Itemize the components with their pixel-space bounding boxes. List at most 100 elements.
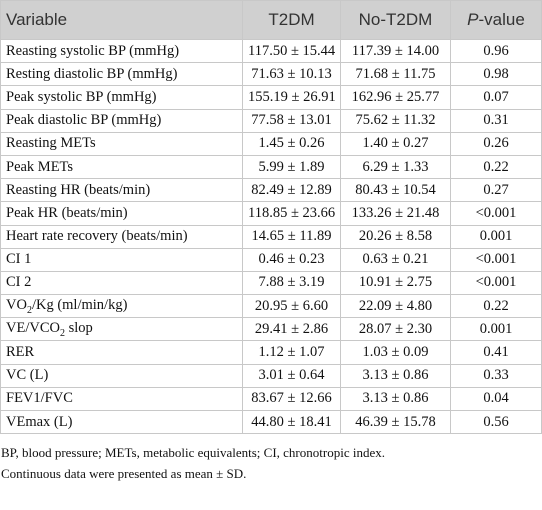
value-cell: 0.56 bbox=[450, 409, 542, 435]
value-cell: 0.63 ± 0.21 bbox=[340, 247, 451, 272]
footnote: Continuous data were presented as mean ±… bbox=[1, 466, 247, 481]
variable-cell: CI 2 bbox=[0, 270, 243, 296]
variable-cell: VE/VCO2 slop bbox=[0, 317, 243, 342]
text-part: /Kg (ml/min/kg) bbox=[31, 296, 128, 313]
value-cell: 133.26 ± 21.48 bbox=[340, 201, 451, 226]
variable-cell: Resting diastolic BP (mmHg) bbox=[0, 62, 243, 87]
value-cell: 0.22 bbox=[450, 294, 542, 319]
value-cell: 1.12 ± 1.07 bbox=[242, 340, 341, 365]
header-italic: P bbox=[467, 10, 479, 29]
value-cell: 20.95 ± 6.60 bbox=[242, 294, 341, 319]
value-cell: 1.45 ± 0.26 bbox=[242, 131, 341, 156]
value-cell: 3.13 ± 0.86 bbox=[340, 363, 451, 388]
variable-cell: VEmax (L) bbox=[0, 409, 243, 435]
header-cell: No-T2DM bbox=[340, 0, 451, 40]
value-cell: 44.80 ± 18.41 bbox=[242, 409, 341, 435]
text-part: VE/VCO bbox=[6, 319, 60, 336]
value-cell: <0.001 bbox=[450, 201, 542, 226]
header-text: -value bbox=[478, 10, 525, 29]
header-row: Variable T2DM No-T2DM P-value bbox=[0, 0, 542, 40]
header-cell: P-value bbox=[450, 0, 542, 40]
value-cell: <0.001 bbox=[450, 247, 542, 272]
value-cell: 0.001 bbox=[450, 317, 542, 342]
value-cell: 46.39 ± 15.78 bbox=[340, 409, 451, 435]
variable-cell: FEV1/FVC bbox=[0, 386, 243, 412]
variable-cell: Heart rate recovery (beats/min) bbox=[0, 224, 243, 249]
value-cell: 0.31 bbox=[450, 108, 542, 133]
table-row: Heart rate recovery (beats/min) 14.65 ± 1… bbox=[0, 224, 542, 249]
value-cell: 28.07 ± 2.30 bbox=[340, 317, 451, 342]
table-row: Resting diastolic BP (mmHg) 71.63 ± 10.13… bbox=[0, 62, 542, 87]
value-cell: 0.96 bbox=[450, 38, 542, 64]
value-cell: 1.40 ± 0.27 bbox=[340, 131, 451, 156]
subscript: 2 bbox=[26, 304, 32, 316]
value-cell: 0.001 bbox=[450, 224, 542, 249]
value-cell: 0.98 bbox=[450, 62, 542, 87]
table-row: CI 2 7.88 ± 3.19 10.91 ± 2.75 <0.001 bbox=[0, 270, 542, 296]
value-cell: 29.41 ± 2.86 bbox=[242, 317, 341, 342]
value-cell: 0.33 bbox=[450, 363, 542, 388]
variable-cell: Peak HR (beats/min) bbox=[0, 201, 243, 226]
value-cell: <0.001 bbox=[450, 270, 542, 296]
table-row: Reasting systolic BP (mmHg) 117.50 ± 15.4… bbox=[0, 38, 542, 64]
table-row: Peak METs 5.99 ± 1.89 6.29 ± 1.33 0.22 bbox=[0, 154, 542, 180]
variable-cell: Reasting HR (beats/min) bbox=[0, 178, 243, 203]
table-row: Peak diastolic BP (mmHg) 77.58 ± 13.01 75.… bbox=[0, 108, 542, 133]
table-body: Reasting systolic BP (mmHg) 117.50 ± 15.4… bbox=[0, 38, 542, 435]
value-cell: 82.49 ± 12.89 bbox=[242, 178, 341, 203]
variable-cell: Reasting systolic BP (mmHg) bbox=[0, 38, 243, 64]
table-row: VC (L) 3.01 ± 0.64 3.13 ± 0.86 0.33 bbox=[0, 363, 542, 388]
table-row: Peak HR (beats/min) 118.85 ± 23.66 133.26 … bbox=[0, 201, 542, 226]
value-cell: 117.50 ± 15.44 bbox=[242, 38, 341, 64]
value-cell: 0.07 bbox=[450, 85, 542, 110]
variable-cell: CI 1 bbox=[0, 247, 243, 272]
value-cell: 20.26 ± 8.58 bbox=[340, 224, 451, 249]
header-cell: T2DM bbox=[242, 0, 341, 40]
value-cell: 0.27 bbox=[450, 178, 542, 203]
variable-cell: Peak diastolic BP (mmHg) bbox=[0, 108, 243, 133]
table-row: VO2/Kg (ml/min/kg) 20.95 ± 6.60 22.09 ± 4.… bbox=[0, 294, 542, 319]
value-cell: 6.29 ± 1.33 bbox=[340, 154, 451, 180]
value-cell: 155.19 ± 26.91 bbox=[242, 85, 341, 110]
value-cell: 10.91 ± 2.75 bbox=[340, 270, 451, 296]
table-row: VE/VCO2 slop 29.41 ± 2.86 28.07 ± 2.30 0.00… bbox=[0, 317, 542, 342]
variable-cell: Peak systolic BP (mmHg) bbox=[0, 85, 243, 110]
variable-cell: VO2/Kg (ml/min/kg) bbox=[0, 294, 243, 319]
value-cell: 80.43 ± 10.54 bbox=[340, 178, 451, 203]
value-cell: 5.99 ± 1.89 bbox=[242, 154, 341, 180]
table-row: FEV1/FVC 83.67 ± 12.66 3.13 ± 0.86 0.04 bbox=[0, 386, 542, 412]
value-cell: 7.88 ± 3.19 bbox=[242, 270, 341, 296]
footnote: BP, blood pressure; METs, metabolic equi… bbox=[1, 445, 385, 460]
value-cell: 3.01 ± 0.64 bbox=[242, 363, 341, 388]
value-cell: 71.68 ± 11.75 bbox=[340, 62, 451, 87]
data-table: Variable T2DM No-T2DM P-value Reasting syst… bbox=[0, 0, 542, 435]
value-cell: 22.09 ± 4.80 bbox=[340, 294, 451, 319]
value-cell: 1.03 ± 0.09 bbox=[340, 340, 451, 365]
value-cell: 162.96 ± 25.77 bbox=[340, 85, 451, 110]
variable-cell: Reasting METs bbox=[0, 131, 243, 156]
text-part: VO bbox=[6, 296, 27, 313]
variable-cell: Peak METs bbox=[0, 154, 243, 180]
text-part: slop bbox=[64, 319, 93, 336]
table-row: CI 1 0.46 ± 0.23 0.63 ± 0.21 <0.001 bbox=[0, 247, 542, 272]
header-cell: Variable bbox=[0, 0, 243, 40]
value-cell: 14.65 ± 11.89 bbox=[242, 224, 341, 249]
value-cell: 0.26 bbox=[450, 131, 542, 156]
value-cell: 71.63 ± 10.13 bbox=[242, 62, 341, 87]
variable-cell: RER bbox=[0, 340, 243, 365]
variable-cell: VC (L) bbox=[0, 363, 243, 388]
value-cell: 0.04 bbox=[450, 386, 542, 412]
value-cell: 3.13 ± 0.86 bbox=[340, 386, 451, 412]
value-cell: 118.85 ± 23.66 bbox=[242, 201, 341, 226]
footnotes: BP, blood pressure; METs, metabolic equi… bbox=[0, 442, 385, 484]
value-cell: 0.46 ± 0.23 bbox=[242, 247, 341, 272]
table-row: Reasting HR (beats/min) 82.49 ± 12.89 80.4… bbox=[0, 178, 542, 203]
value-cell: 83.67 ± 12.66 bbox=[242, 386, 341, 412]
value-cell: 77.58 ± 13.01 bbox=[242, 108, 341, 133]
subscript: 2 bbox=[59, 327, 65, 339]
table-row: RER 1.12 ± 1.07 1.03 ± 0.09 0.41 bbox=[0, 340, 542, 365]
table-row: Peak systolic BP (mmHg) 155.19 ± 26.91 162… bbox=[0, 85, 542, 110]
value-cell: 0.22 bbox=[450, 154, 542, 180]
table-row: Reasting METs 1.45 ± 0.26 1.40 ± 0.27 0.26 bbox=[0, 131, 542, 156]
